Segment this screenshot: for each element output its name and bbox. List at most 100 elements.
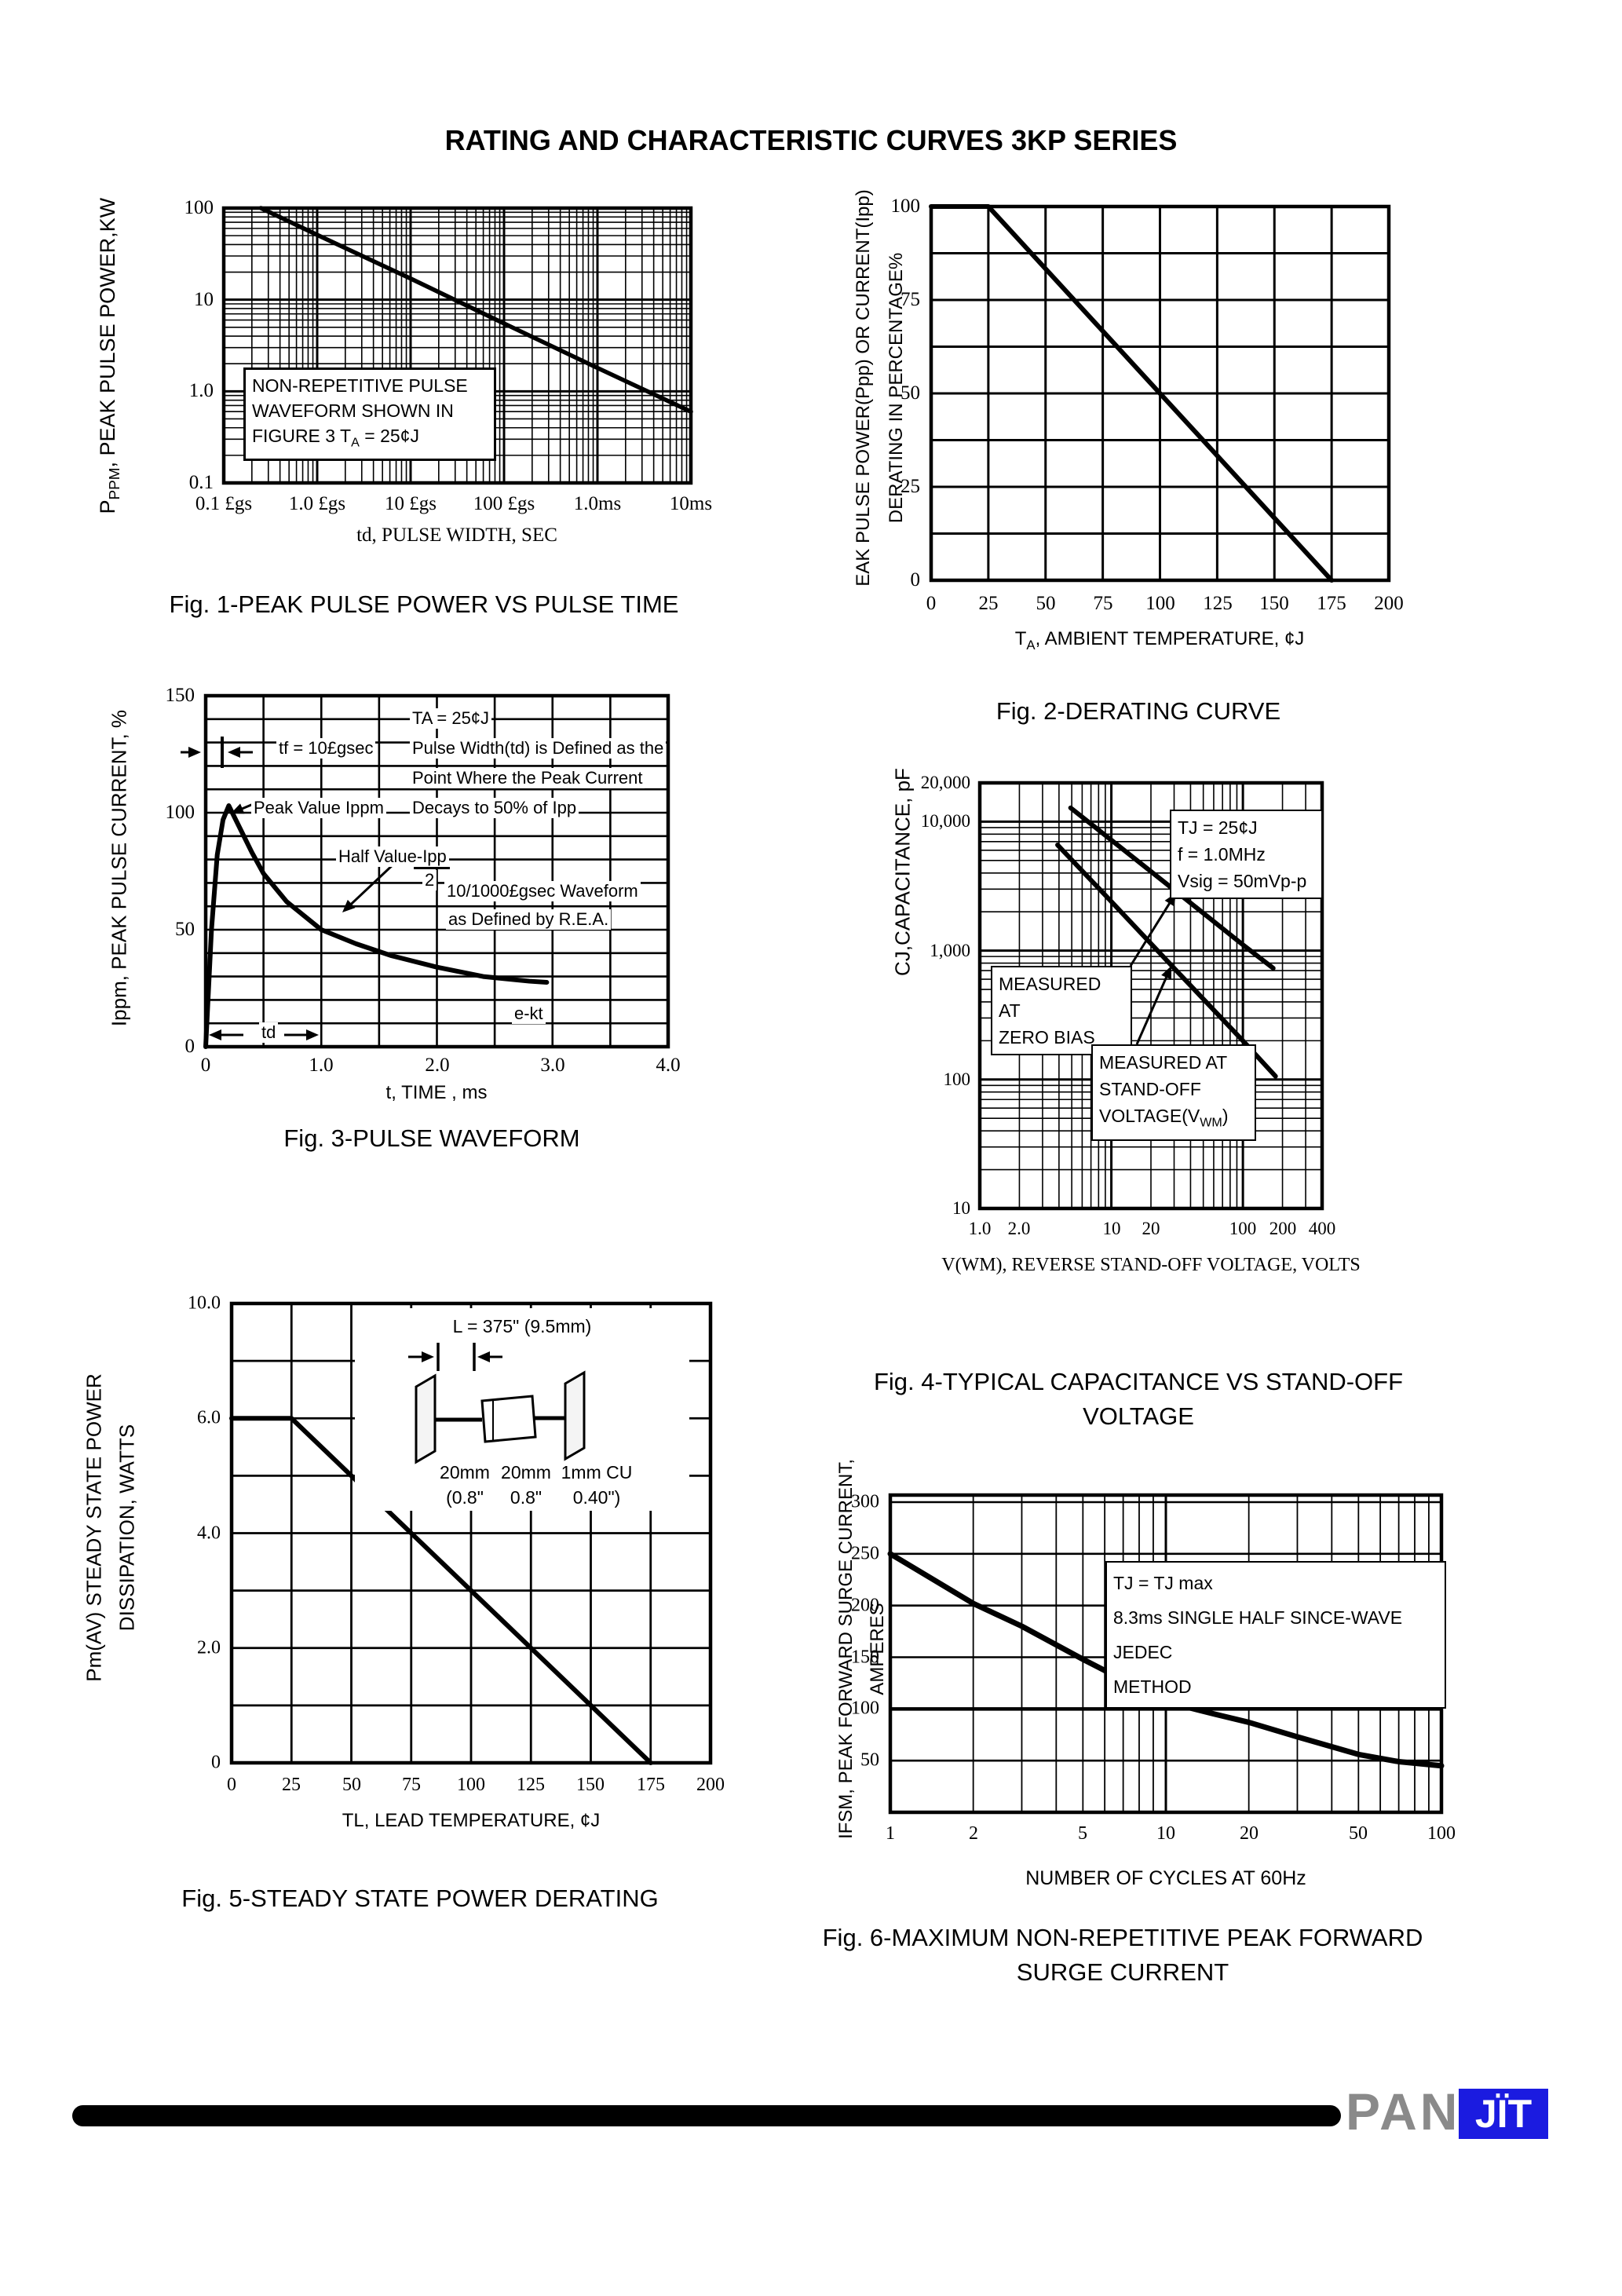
- fig5-x-tick: 75: [402, 1775, 421, 1795]
- fig3-annotation-wave2: as Defined by R.E.A.: [446, 909, 612, 930]
- fig4-x-tick: 100: [1229, 1219, 1257, 1238]
- fig4-y-axis-label: CJ,CAPACITANCE, pF: [890, 768, 915, 976]
- fig2-y-tick: 25: [901, 476, 920, 497]
- fig3-x-tick: 2.0: [425, 1055, 450, 1076]
- fig5-x-tick: 0: [227, 1775, 236, 1795]
- fig3-annotation-wave1: 10/1000£gsec Waveform: [444, 881, 641, 901]
- fig2-x-tick: 200: [1374, 593, 1404, 614]
- fig2-y-axis-label-line1: EAK PULSE POWER(Ppp) OR CURRENT(Ipp): [853, 189, 874, 587]
- fig6-x-tick: 5: [1078, 1823, 1087, 1844]
- fig2-x-tick: 125: [1203, 593, 1233, 614]
- fig3-annotation-def3: Decays to 50% of Ipp: [410, 798, 579, 818]
- fig3-x-tick: 4.0: [656, 1055, 681, 1076]
- fig6-x-tick: 2: [969, 1823, 978, 1844]
- fig6-y-tick: 250: [851, 1543, 879, 1564]
- fig2-x-axis-label: TA, AMBIENT TEMPERATURE, ¢J: [1014, 628, 1305, 653]
- panjit-logo-box: JÏT: [1459, 2089, 1548, 2139]
- fig3-annotation-ekt: e-kt: [512, 1004, 546, 1024]
- fig2-x-tick: 75: [1093, 593, 1113, 614]
- fig5-inset-dim1: 20mm: [440, 1462, 490, 1483]
- fig5-inset-dim3-in: 0.40"): [572, 1487, 621, 1508]
- fig1-y-tick: 100: [184, 197, 214, 218]
- fig2-caption: Fig. 2-DERATING CURVE: [995, 697, 1281, 725]
- fig5-x-tick: 100: [457, 1775, 485, 1795]
- fig6-caption-line2: SURGE CURRENT: [1016, 1958, 1229, 1986]
- fig5-y-axis-label-line1: Pm(AV) STEADY STATE POWER: [82, 1373, 106, 1682]
- fig3-y-tick: 0: [184, 1036, 195, 1057]
- fig4-y-tick: 10: [952, 1198, 970, 1218]
- fig5-y-tick: 0: [211, 1752, 221, 1773]
- fig1-y-tick: 1.0: [188, 380, 214, 401]
- fig4-x-tick: 20: [1142, 1219, 1160, 1238]
- fig5-y-tick: 6.0: [197, 1407, 221, 1428]
- fig5-x-tick: 125: [517, 1775, 545, 1795]
- fig5-caption: Fig. 5-STEADY STATE POWER DERATING: [181, 1885, 659, 1912]
- fig1-x-tick: 1.0 £gs: [288, 493, 346, 514]
- fig6-caption-line1: Fig. 6-MAXIMUM NON-REPETITIVE PEAK FORWA…: [822, 1924, 1423, 1951]
- fig5-y-tick: 10.0: [188, 1292, 221, 1314]
- fig5-x-tick: 200: [696, 1775, 725, 1795]
- fig1-annotation-box: NON-REPETITIVE PULSE WAVEFORM SHOWN IN F…: [243, 367, 496, 461]
- fig4-x-tick: 400: [1308, 1219, 1336, 1238]
- fig3-x-tick: 0: [200, 1055, 211, 1076]
- fig2-y-tick: 50: [901, 382, 920, 404]
- fig4-x-axis-label: V(WM), REVERSE STAND-OFF VOLTAGE, VOLTS: [941, 1255, 1361, 1275]
- fig5-inset-dim1-in: (0.8": [446, 1487, 484, 1508]
- fig3-x-axis-label: t, TIME , ms: [385, 1082, 488, 1103]
- fig5-inset-dim2-in: 0.8": [510, 1487, 542, 1508]
- fig3-annotation-ta: TA = 25¢J: [410, 708, 492, 729]
- fig3-annotation-half-den: 2: [422, 870, 437, 890]
- fig4-y-tick: 100: [943, 1069, 971, 1089]
- fig1-x-tick: 10 £gs: [385, 493, 437, 514]
- fig1-x-axis-label: td, PULSE WIDTH, SEC: [356, 525, 557, 546]
- fig5-inset-component-drawing: [408, 1343, 586, 1464]
- fig6-y-tick: 150: [851, 1647, 879, 1668]
- fig5-inset-dim3: 1mm CU: [561, 1462, 633, 1483]
- fig2-y-tick: 100: [890, 196, 921, 217]
- fig3-x-tick: 3.0: [540, 1055, 565, 1076]
- fig5-y-tick: 2.0: [197, 1637, 221, 1658]
- fig4-x-tick: 10: [1102, 1219, 1121, 1238]
- fig6-conditions-box: TJ = TJ max 8.3ms SINGLE HALF SINCE-WAVE…: [1105, 1561, 1446, 1709]
- fig3-x-tick: 1.0: [309, 1055, 334, 1076]
- fig1-x-tick: 100 £gs: [473, 493, 535, 514]
- fig4-y-tick: 1,000: [930, 941, 970, 960]
- panjit-logo-text: PAN: [1346, 2082, 1461, 2141]
- fig6-x-tick: 1: [886, 1823, 895, 1844]
- fig3-y-axis-label: Ippm, PEAK PULSE CURRENT, %: [107, 709, 131, 1027]
- fig6-x-tick: 10: [1156, 1823, 1175, 1844]
- fig3-annotation-td: td: [259, 1022, 279, 1043]
- fig2-x-tick: 175: [1317, 593, 1346, 614]
- fig2-y-tick: 75: [901, 289, 920, 310]
- fig6-x-tick: 50: [1349, 1823, 1368, 1844]
- fig1-caption: Fig. 1-PEAK PULSE POWER VS PULSE TIME: [169, 590, 679, 618]
- fig3-y-tick: 50: [175, 919, 195, 940]
- fig2-x-tick: 0: [926, 593, 937, 614]
- fig2-plot: [929, 204, 1391, 583]
- fig3-annotation-def2: Point Where the Peak Current: [410, 768, 645, 788]
- footer-rule: [72, 2105, 1341, 2126]
- fig2-x-tick: 50: [1036, 593, 1056, 614]
- fig4-x-tick: 1.0: [968, 1219, 992, 1238]
- fig5-y-axis-label-line2: DISSIPATION, WATTS: [115, 1424, 139, 1632]
- fig4-standoff-label: MEASURED AT STAND-OFF VOLTAGE(VWM): [1091, 1044, 1256, 1141]
- fig1-y-tick: 10: [194, 289, 214, 310]
- fig6-x-tick: 100: [1427, 1823, 1456, 1844]
- fig6-y-tick: 100: [851, 1698, 879, 1719]
- fig4-caption-line2: VOLTAGE: [1083, 1402, 1194, 1430]
- fig2-x-tick: 100: [1145, 593, 1175, 614]
- fig5-x-tick: 25: [282, 1775, 301, 1795]
- fig4-conditions-box: TJ = 25¢J f = 1.0MHz Vsig = 50mVp-p: [1170, 810, 1323, 899]
- fig4-y-tick: 10,000: [920, 811, 970, 831]
- fig6-y-tick: 50: [860, 1749, 879, 1771]
- fig2-x-tick: 25: [978, 593, 999, 614]
- fig2-y-tick: 0: [910, 569, 921, 590]
- fig3-annotation-tf: tf = 10£gsec: [276, 738, 376, 759]
- fig4-caption-line1: Fig. 4-TYPICAL CAPACITANCE VS STAND-OFF: [873, 1368, 1404, 1395]
- fig3-y-tick: 150: [165, 685, 195, 706]
- fig6-y-tick: 200: [851, 1595, 879, 1616]
- fig5-inset-dim2: 20mm: [501, 1462, 551, 1483]
- page-title: RATING AND CHARACTERISTIC CURVES 3KP SER…: [444, 124, 1178, 156]
- fig4-zero-bias-label: MEASURED AT ZERO BIAS: [991, 966, 1132, 1055]
